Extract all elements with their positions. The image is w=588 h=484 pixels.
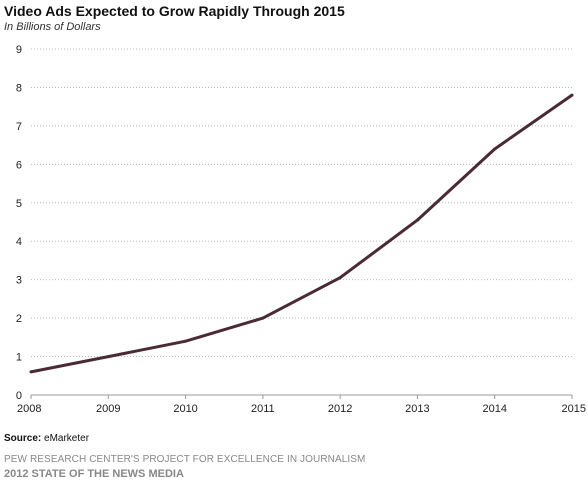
- x-tick-label: 2010: [173, 403, 197, 415]
- gridlines: [31, 48, 572, 396]
- y-axis-ticks: 0 1 2 3 4 5 6 7 8 9: [16, 44, 22, 402]
- y-tick-label: 0: [16, 390, 22, 402]
- x-tick-label: 2014: [482, 403, 506, 415]
- y-tick-label: 3: [16, 275, 22, 287]
- footer-report: 2012 STATE OF THE NEWS MEDIA: [4, 468, 184, 480]
- data-point: [29, 370, 33, 374]
- data-point: [415, 218, 419, 222]
- chart-subtitle: In Billions of Dollars: [4, 21, 101, 33]
- source-text: eMarketer: [44, 433, 90, 444]
- chart-title: Video Ads Expected to Grow Rapidly Throu…: [4, 3, 345, 19]
- source-label: Source:: [4, 433, 42, 444]
- data-point: [184, 339, 188, 343]
- x-tick-label: 2011: [251, 403, 275, 415]
- y-tick-label: 4: [16, 236, 22, 248]
- series-line: [30, 93, 573, 374]
- y-tick-label: 5: [16, 198, 22, 210]
- y-tick-label: 6: [16, 159, 22, 171]
- y-tick-label: 9: [16, 44, 22, 56]
- x-tick-label: 2012: [328, 403, 352, 415]
- x-tick-label: 2015: [562, 403, 586, 415]
- y-tick-label: 8: [16, 82, 22, 94]
- y-tick-label: 2: [16, 313, 22, 325]
- x-tick-label: 2013: [405, 403, 429, 415]
- data-point: [493, 147, 497, 151]
- data-point: [570, 93, 574, 97]
- x-tick-label: 2008: [17, 403, 41, 415]
- y-tick-label: 1: [16, 352, 22, 364]
- x-axis-ticks: 2008 2009 2010 2011 2012 2013 2014 2015: [17, 395, 586, 415]
- footer-org: PEW RESEARCH CENTER'S PROJECT FOR EXCELL…: [4, 454, 366, 465]
- data-point: [338, 276, 342, 280]
- source-note: Source: eMarketer: [4, 433, 89, 444]
- x-tick-label: 2009: [96, 403, 120, 415]
- series-group: [29, 93, 574, 374]
- data-point: [261, 316, 265, 320]
- data-point: [106, 355, 110, 359]
- y-tick-label: 7: [16, 121, 22, 133]
